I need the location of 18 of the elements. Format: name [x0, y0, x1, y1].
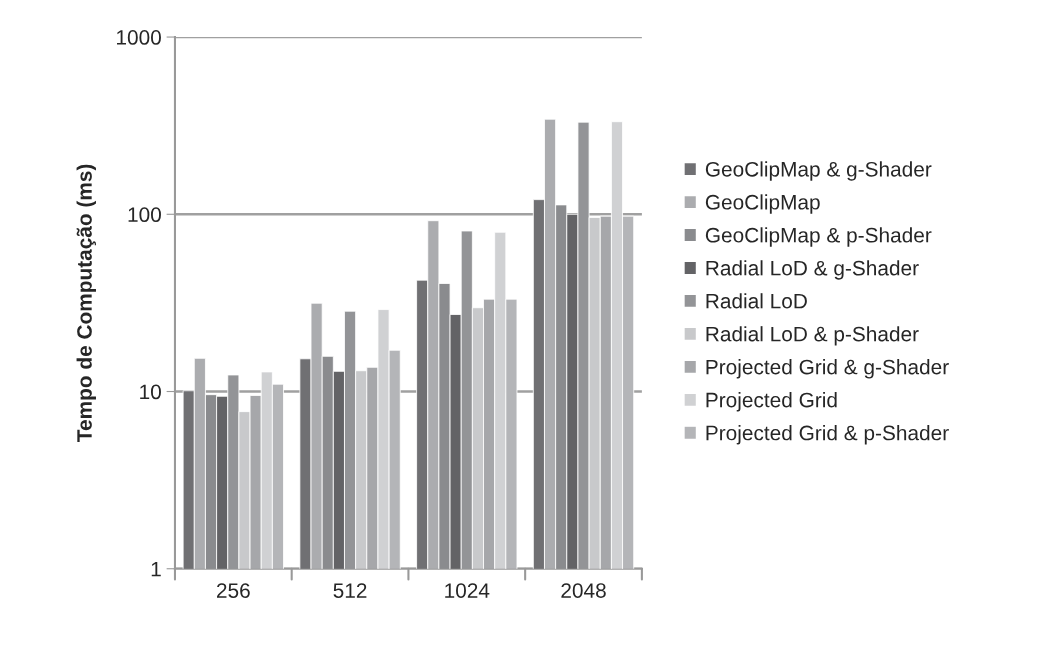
- legend-label: GeoClipMap: [705, 194, 820, 214]
- y-tick-label: 1000: [117, 30, 161, 45]
- y-axis-title: Tempo de Computação (ms): [76, 164, 96, 442]
- legend-label: Projected Grid: [706, 392, 837, 412]
- legend-label: Radial LoD & p-Shader: [706, 326, 919, 346]
- legend-label: GeoClipMap & p-Shader: [705, 227, 932, 247]
- x-tick-label: 256: [217, 583, 250, 598]
- y-tick-label: 10: [140, 384, 161, 400]
- x-tick-label: 1024: [445, 583, 490, 598]
- y-tick-label: 100: [128, 207, 161, 223]
- legend-label: Projected Grid & p-Shader: [706, 425, 949, 445]
- x-tick-label: 2048: [561, 583, 606, 598]
- x-tick-label: 512: [333, 583, 367, 598]
- legend-label: Radial LoD & g-Shader: [706, 260, 919, 280]
- legend-label: GeoClipMap & g-Shader: [705, 161, 932, 181]
- y-tick-label: 1: [151, 561, 161, 577]
- legend-label: Radial LoD: [706, 293, 807, 309]
- legend-label: Projected Grid & g-Shader: [706, 359, 949, 379]
